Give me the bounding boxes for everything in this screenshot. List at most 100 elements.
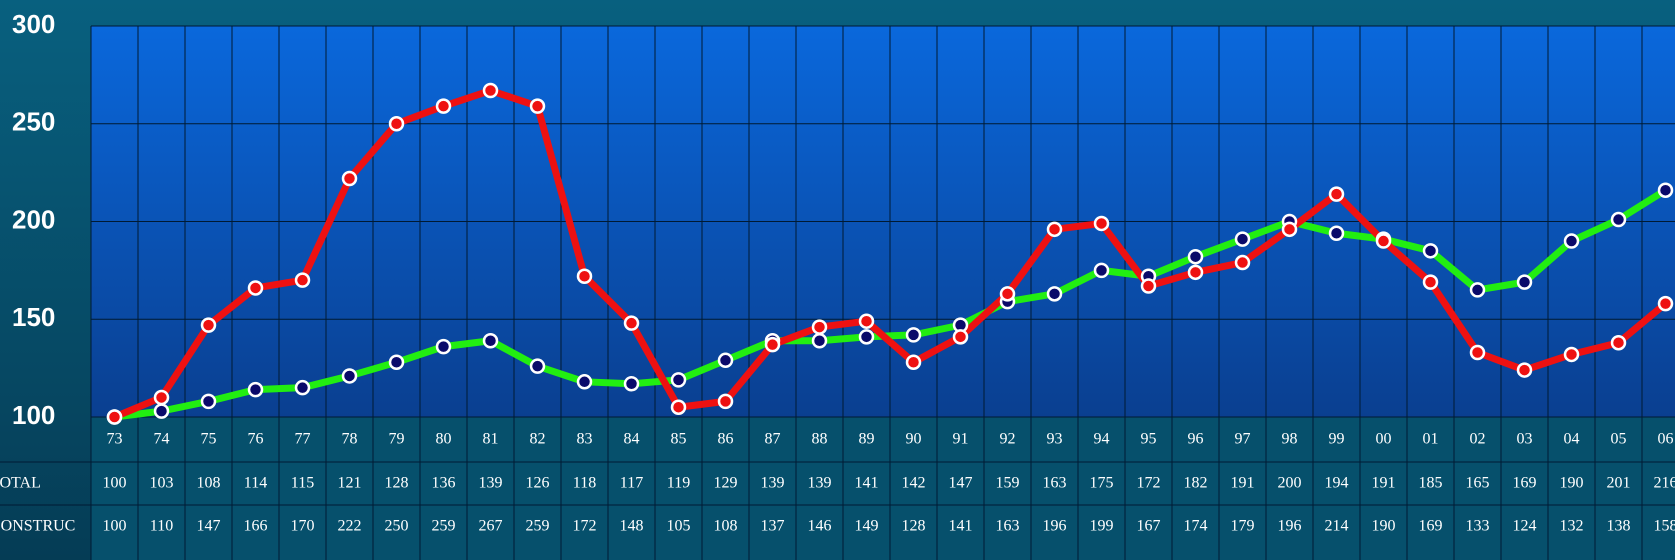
data-point — [1140, 278, 1157, 294]
table-value: 141 — [855, 475, 879, 492]
table-value: 137 — [761, 518, 785, 535]
x-tick-label: 75 — [201, 431, 217, 448]
table-value: 121 — [338, 475, 362, 492]
table-value: 126 — [526, 475, 550, 492]
table-value: 167 — [1137, 518, 1161, 535]
data-point — [623, 315, 640, 331]
x-tick-label: 98 — [1282, 431, 1298, 448]
y-tick-label: 250 — [12, 107, 55, 137]
x-tick-label: 87 — [765, 431, 781, 448]
data-point — [341, 368, 358, 384]
table-value: 142 — [902, 475, 926, 492]
table-value: 117 — [620, 475, 643, 492]
table-value: 149 — [855, 518, 879, 535]
data-point — [1093, 262, 1110, 279]
table-value: 216 — [1654, 475, 1675, 492]
data-point — [1516, 274, 1533, 290]
table-value: 138 — [1607, 518, 1631, 535]
data-point — [1046, 286, 1063, 302]
data-point — [1281, 221, 1298, 238]
data-point — [247, 381, 264, 398]
table-value: 103 — [150, 475, 174, 492]
y-tick-label: 300 — [12, 9, 55, 39]
table-value: 114 — [244, 475, 267, 492]
data-point — [1469, 282, 1486, 298]
x-tick-label: 04 — [1564, 431, 1580, 448]
data-point — [529, 98, 546, 114]
data-point — [1610, 211, 1627, 228]
x-tick-label: 00 — [1376, 431, 1392, 448]
x-tick-label: 05 — [1611, 431, 1627, 448]
table-value: 175 — [1090, 475, 1114, 492]
data-point — [1187, 264, 1204, 281]
data-point — [623, 376, 640, 392]
data-point — [1657, 295, 1674, 312]
table-value: 124 — [1513, 518, 1537, 535]
table-value: 191 — [1231, 475, 1255, 492]
table-value: 166 — [244, 518, 268, 535]
table-value: 159 — [996, 475, 1020, 492]
data-point — [106, 409, 123, 425]
data-point — [1469, 344, 1486, 361]
table-value: 170 — [291, 518, 315, 535]
x-tick-label: 92 — [1000, 431, 1016, 448]
data-point — [341, 170, 358, 187]
table-value: 139 — [761, 475, 785, 492]
table-value: 139 — [479, 475, 503, 492]
x-tick-label: 77 — [295, 431, 311, 448]
table-value: 108 — [197, 475, 221, 492]
x-tick-label: 86 — [718, 431, 734, 448]
table-value: 214 — [1325, 518, 1349, 535]
table-value: 105 — [667, 518, 691, 535]
data-point — [1046, 221, 1063, 238]
table-value: 250 — [385, 518, 409, 535]
series-line — [113, 87, 1668, 421]
x-tick-label: 76 — [248, 431, 264, 448]
data-point — [200, 393, 217, 410]
table-value: 110 — [150, 518, 173, 535]
x-tick-label: 74 — [154, 431, 170, 448]
x-tick-label: 73 — [107, 431, 123, 448]
table-value: 148 — [620, 518, 644, 535]
x-tick-label: 94 — [1094, 431, 1110, 448]
data-point — [435, 338, 452, 355]
data-point — [717, 393, 734, 410]
data-point — [811, 333, 828, 349]
x-tick-label: 83 — [577, 431, 593, 448]
data-point — [1516, 362, 1533, 378]
table-value: 194 — [1325, 475, 1349, 492]
row-label: TOTAL — [0, 475, 41, 492]
table-value: 139 — [808, 475, 832, 492]
table-value: 165 — [1466, 475, 1490, 492]
x-tick-label: 90 — [906, 431, 922, 448]
y-tick-label: 200 — [12, 204, 55, 234]
table-value: 169 — [1513, 475, 1537, 492]
x-tick-label: 84 — [624, 431, 640, 448]
data-point — [1328, 225, 1345, 241]
x-tick-label: 80 — [436, 431, 452, 448]
table-value: 128 — [902, 518, 926, 535]
table-value: 147 — [949, 475, 973, 492]
data-point — [999, 286, 1016, 302]
table-value: 267 — [479, 518, 503, 535]
table-value: 172 — [573, 518, 597, 535]
table-value: 174 — [1184, 518, 1208, 535]
data-point — [482, 333, 499, 349]
series-line — [114, 187, 1668, 421]
data-point — [200, 317, 217, 333]
table-value: 185 — [1419, 475, 1443, 492]
table-value: 100 — [103, 475, 127, 492]
table-value: 115 — [291, 475, 314, 492]
x-tick-label: 79 — [389, 431, 405, 448]
table-value: 199 — [1090, 518, 1114, 535]
data-point — [1610, 334, 1627, 351]
table-value: 118 — [573, 475, 596, 492]
x-tick-label: 97 — [1235, 431, 1251, 448]
data-point — [952, 329, 969, 345]
table-value: 108 — [714, 518, 738, 535]
table-value: 259 — [526, 518, 550, 535]
data-point — [905, 327, 922, 343]
data-point — [858, 329, 875, 345]
table-value: 191 — [1372, 475, 1396, 492]
